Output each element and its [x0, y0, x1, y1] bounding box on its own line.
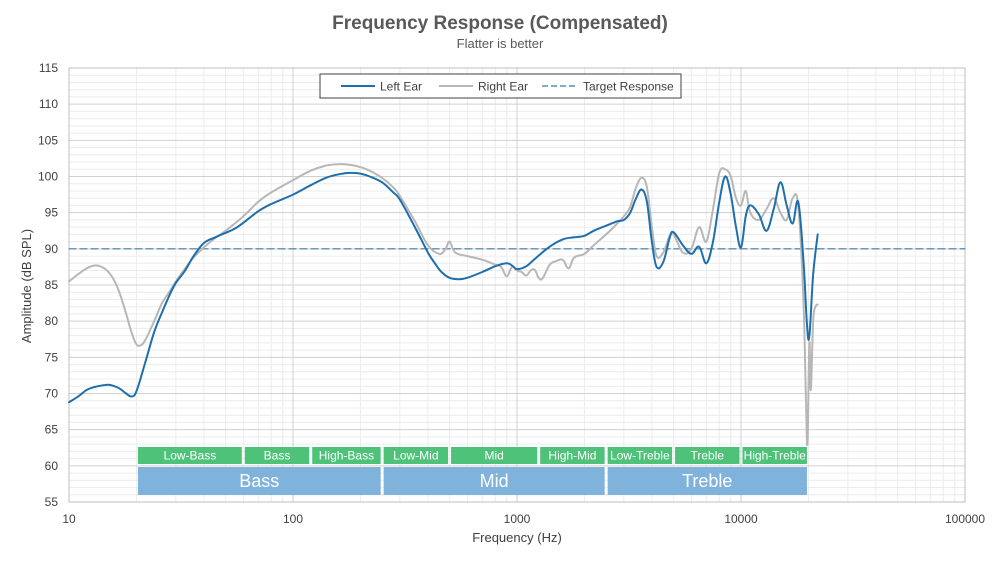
band-bass: [244, 447, 310, 464]
plot-area-border: [68, 67, 966, 503]
chart-subtitle: Flatter is better: [457, 36, 544, 51]
legend: Left Ear Right Ear Target Response: [319, 73, 682, 99]
band-label: Low-Mid: [393, 449, 438, 463]
band-label: High-Bass: [319, 449, 374, 463]
legend-label: Right Ear: [478, 80, 528, 94]
series-right-ear: [68, 163, 819, 446]
y-tick-label: 110: [39, 97, 58, 111]
x-tick-label: 1000: [504, 512, 531, 526]
group-label: Treble: [682, 471, 732, 491]
band-high-mid: [540, 447, 605, 464]
legend-label: Target Response: [583, 80, 674, 94]
series-layer: [68, 163, 966, 446]
y-tick-label: 65: [45, 423, 59, 437]
y-tick-label: 55: [45, 495, 59, 509]
y-axis-label: Amplitude (dB SPL): [19, 229, 34, 343]
y-tick-label: 100: [38, 170, 58, 184]
legend-label: Left Ear: [380, 80, 422, 94]
group-label: Mid: [480, 471, 509, 491]
y-tick-label: 105: [38, 133, 58, 147]
y-tick-label: 95: [45, 206, 59, 220]
band-mid: [451, 447, 538, 464]
band-bar: Low-Bass Bass High-Bass Low-Mid Mid High-Mid L…: [137, 447, 807, 495]
group-bass: [137, 467, 381, 495]
grid: [68, 67, 966, 503]
band-label: Treble: [690, 449, 724, 463]
band-label: Mid: [484, 449, 503, 463]
group-treble: [607, 467, 807, 495]
band-low-treble: [607, 447, 673, 464]
band-label: Low-Treble: [610, 449, 670, 463]
group-label: Bass: [239, 471, 279, 491]
y-tick-label: 60: [45, 459, 59, 473]
x-tick-label: 10: [62, 512, 76, 526]
y-tick-label: 85: [45, 278, 59, 292]
series-left-ear: [68, 171, 819, 404]
y-tick-label: 90: [45, 242, 59, 256]
y-tick-label: 80: [45, 314, 59, 328]
group-mid: [383, 467, 605, 495]
band-label: High-Treble: [744, 449, 807, 463]
band-label: Bass: [264, 449, 291, 463]
band-low-bass: [137, 447, 242, 464]
band-high-bass: [312, 447, 381, 464]
x-tick-label: 100: [283, 512, 303, 526]
x-tick-label: 10000: [724, 512, 758, 526]
y-tick-label: 115: [39, 61, 58, 75]
band-label: Low-Bass: [164, 449, 217, 463]
tick-labels: 55 60 65 70 75 80 85 90 95 100 105 110 115 10 100 1000 1…: [38, 61, 985, 526]
y-tick-label: 70: [45, 387, 59, 401]
y-tick-label: 75: [45, 350, 59, 364]
band-treble: [675, 447, 740, 464]
chart-title: Frequency Response (Compensated): [332, 13, 668, 34]
band-label: High-Mid: [548, 449, 596, 463]
x-axis-label: Frequency (Hz): [472, 530, 562, 545]
band-low-mid: [383, 447, 449, 464]
x-tick-label: 100000: [945, 512, 985, 526]
legend-box: [319, 73, 682, 99]
band-high-treble: [742, 447, 807, 464]
